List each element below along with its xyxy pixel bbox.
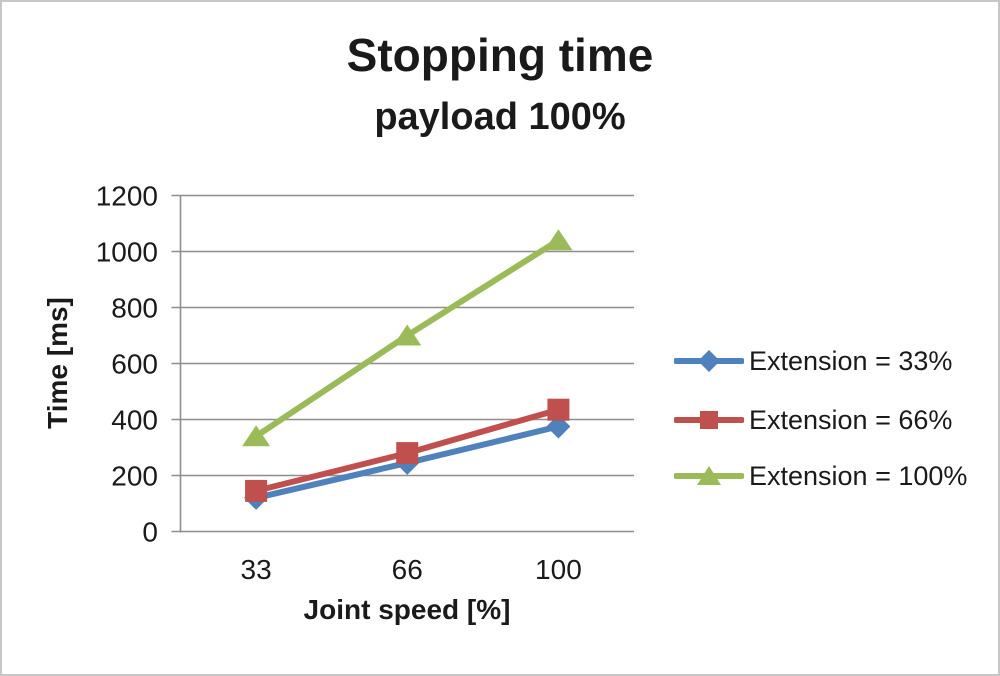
series-marker-square <box>245 479 268 502</box>
y-tick-label: 800 <box>111 293 158 324</box>
legend-label: Extension = 33% <box>749 345 953 376</box>
legend: Extension = 33% Extension = 66% Extension … <box>674 2 994 674</box>
y-tick-label: 600 <box>111 349 158 380</box>
series-marker-triangle <box>242 425 271 447</box>
series-marker-triangle <box>544 229 573 251</box>
x-tick-label: 33 <box>241 554 272 585</box>
legend-label: Extension = 66% <box>749 404 953 435</box>
series-marker-square <box>396 442 419 465</box>
y-tick-label: 1000 <box>96 237 158 268</box>
series-marker-triangle <box>393 324 422 346</box>
y-axis-title: Time [ms] <box>42 297 73 429</box>
legend-label: Extension = 100% <box>749 460 968 491</box>
chart-subtitle: payload 100% <box>374 96 626 138</box>
legend-item: Extension = 66% <box>674 405 952 435</box>
y-tick-label: 200 <box>111 461 158 492</box>
y-tick-label: 1200 <box>96 181 158 212</box>
x-tick-label: 66 <box>392 554 423 585</box>
x-tick-label: 100 <box>535 554 582 585</box>
legend-marker-square <box>674 411 744 429</box>
series-marker-square <box>547 398 570 421</box>
x-axis-title: Joint speed [%] <box>303 594 511 625</box>
legend-marker-triangle <box>674 466 744 485</box>
y-tick-label: 400 <box>111 405 158 436</box>
y-tick-label: 0 <box>142 517 158 548</box>
chart-title: Stopping time <box>346 29 654 81</box>
legend-item: Extension = 33% <box>674 346 952 376</box>
legend-item: Extension = 100% <box>674 461 967 491</box>
legend-marker-diamond <box>674 350 744 372</box>
